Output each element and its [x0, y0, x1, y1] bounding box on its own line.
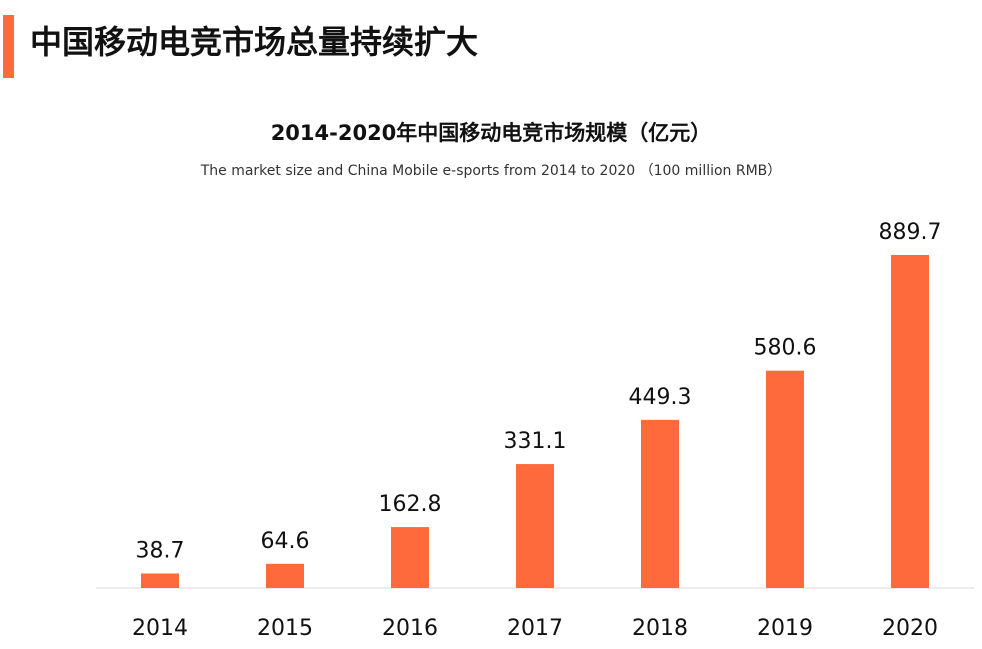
x-tick-label-2015: 2015: [257, 616, 313, 641]
bar-2016: [391, 527, 429, 588]
heading-accent-bar: [3, 15, 14, 78]
bar-2020: [891, 255, 929, 588]
data-label-2015: 64.6: [261, 529, 310, 554]
data-label-2017: 331.1: [504, 429, 567, 454]
bar-2014: [141, 573, 179, 588]
page-heading: 中国移动电竞市场总量持续扩大: [30, 23, 479, 61]
x-tick-label-2014: 2014: [132, 616, 188, 641]
bar-2019: [766, 370, 804, 588]
bar-2018: [641, 419, 679, 588]
x-tick-label-2016: 2016: [382, 616, 438, 641]
data-label-2016: 162.8: [379, 492, 442, 517]
x-tick-label-2019: 2019: [757, 616, 813, 641]
bar-2015: [266, 563, 304, 588]
bar-2017: [516, 464, 554, 588]
x-tick-label-2020: 2020: [882, 616, 938, 641]
chart-subtitle: The market size and China Mobile e-sport…: [200, 163, 782, 179]
data-label-2019: 580.6: [754, 336, 817, 361]
x-tick-label-2018: 2018: [632, 616, 688, 641]
data-label-2020: 889.7: [879, 220, 942, 245]
data-label-2018: 449.3: [629, 385, 692, 410]
chart-title: 2014-2020年中国移动电竞市场规模（亿元）: [270, 121, 712, 145]
data-label-2014: 38.7: [136, 539, 185, 564]
x-tick-label-2017: 2017: [507, 616, 563, 641]
